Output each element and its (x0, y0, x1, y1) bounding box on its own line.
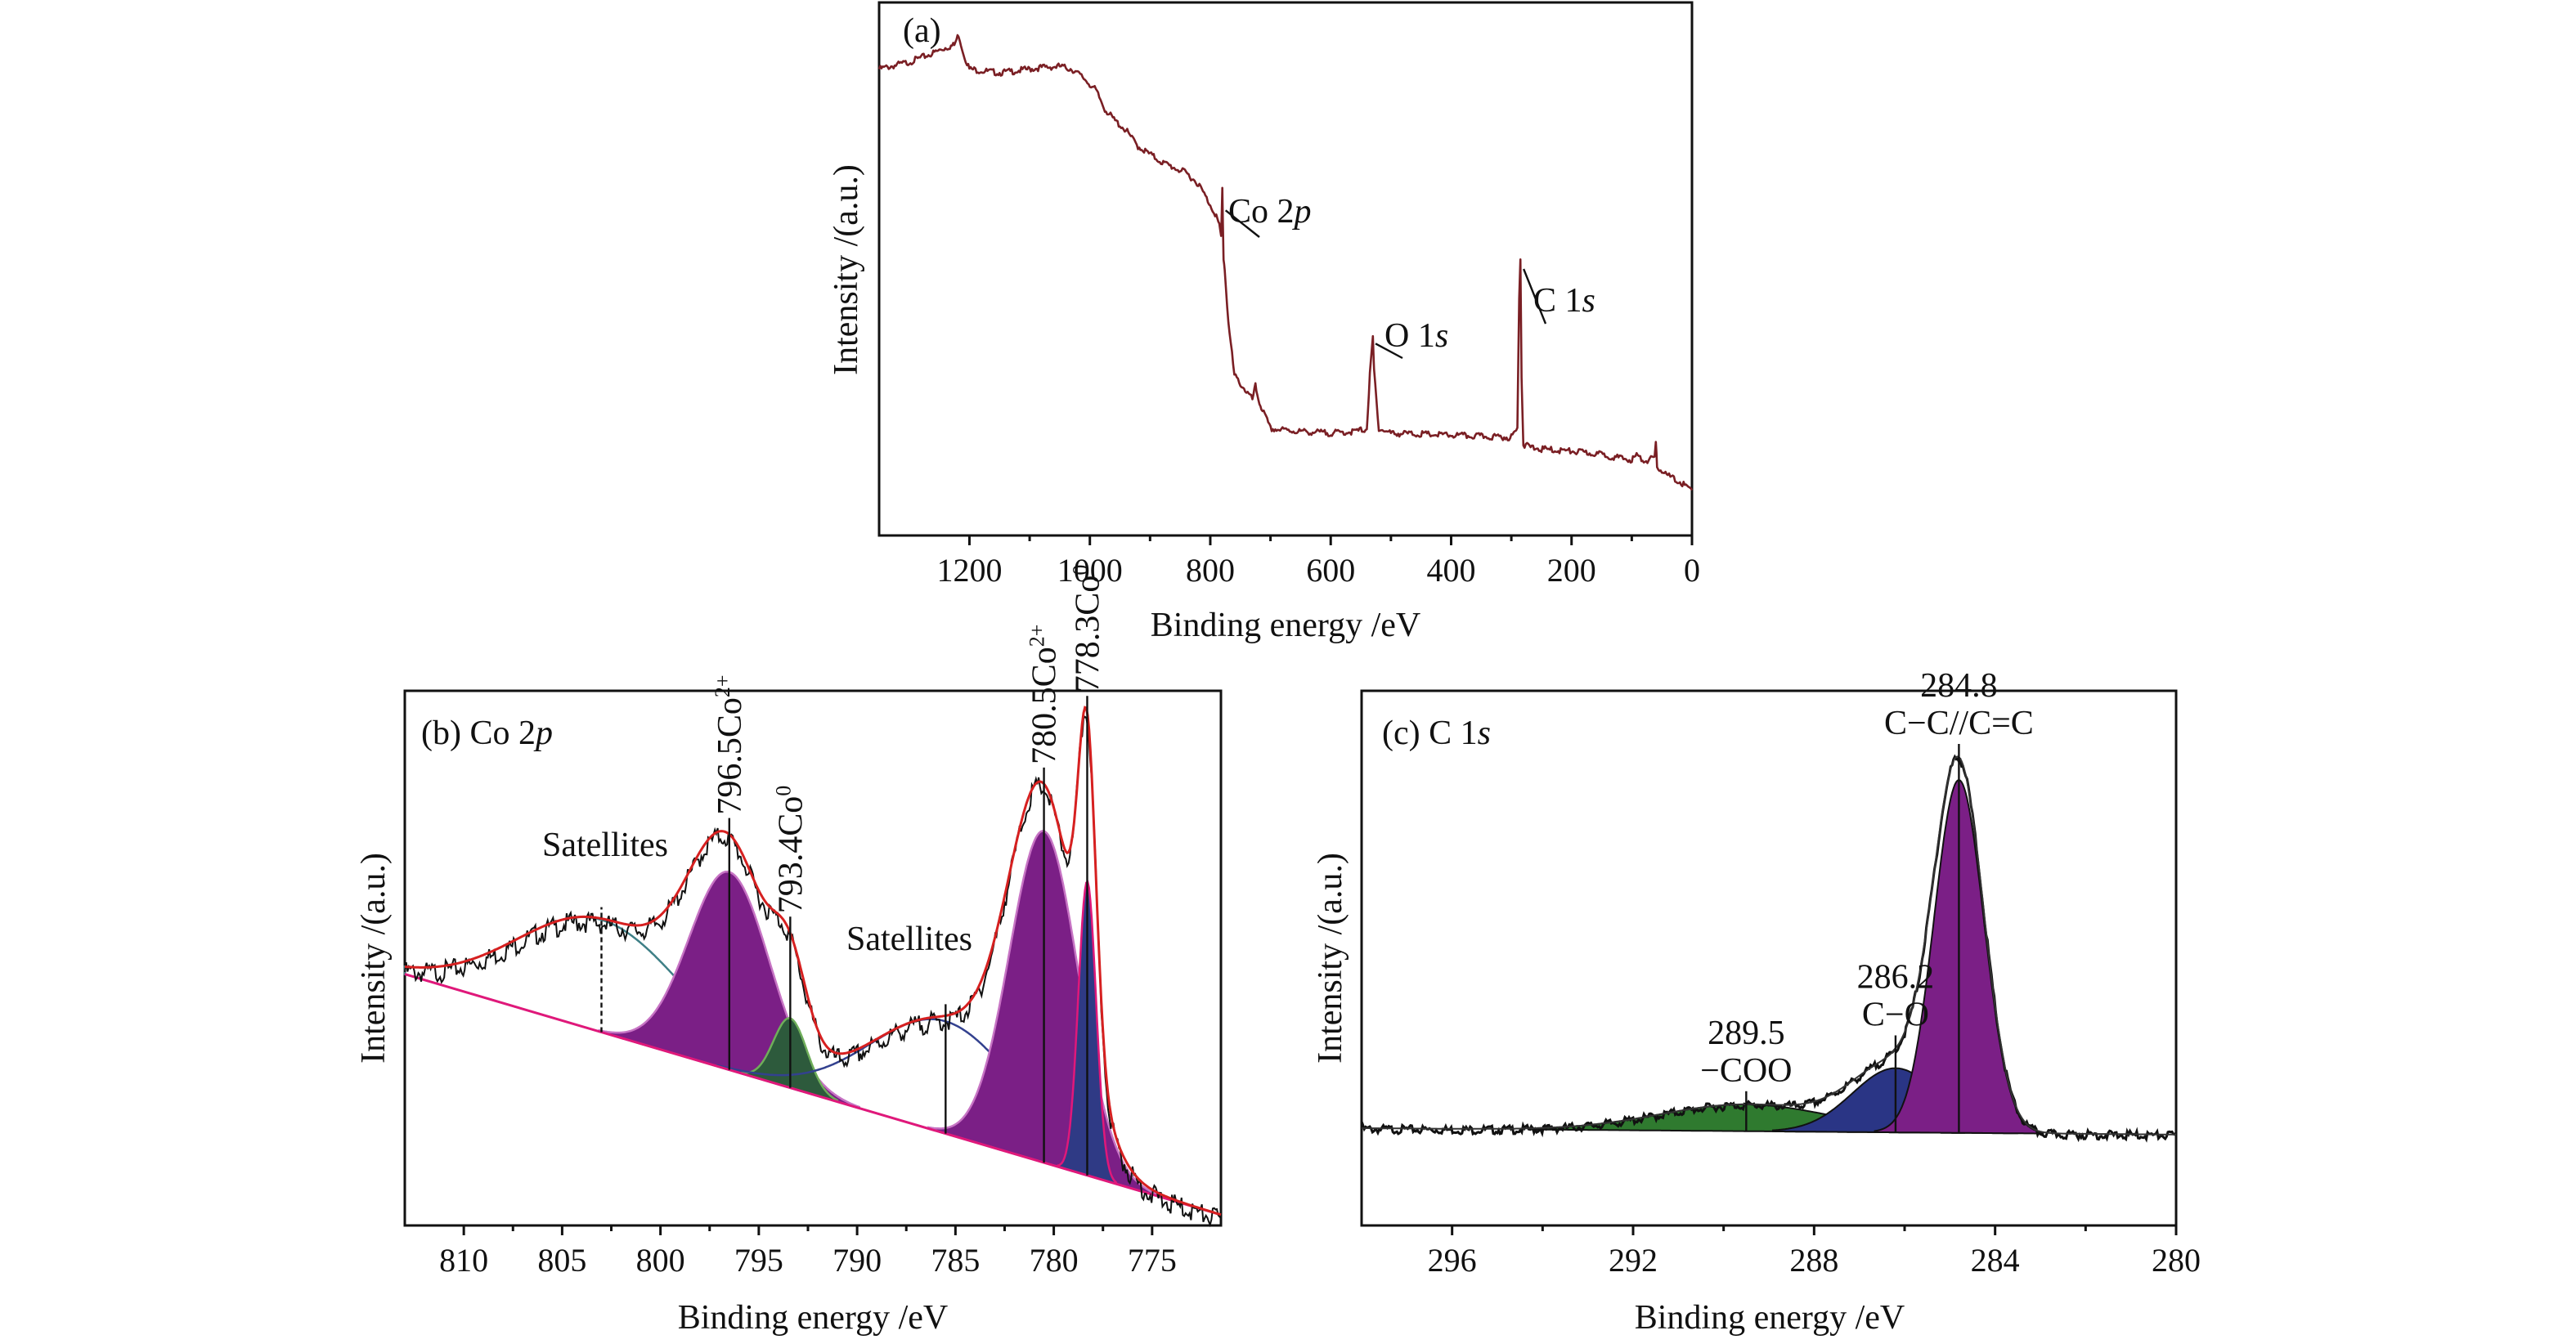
panel-c-x-ticks: 296 292 288 284 280 (1428, 1225, 2201, 1279)
panel-c-c1s-spectrum: (c) C 1s Binding energy /eV Intensity /(… (1312, 667, 2201, 1337)
panel-a-peak-label: O 1s (1384, 317, 1448, 355)
panel-b-tag: (b) Co 2p (421, 715, 553, 752)
panel-c-x-tick-label: 284 (1971, 1242, 2020, 1279)
panel-a-x-tick-label: 1000 (1057, 552, 1123, 589)
panel-b-x-tick-label: 795 (734, 1242, 783, 1279)
panel-c-y-axis-label: Intensity /(a.u.) (1312, 853, 1349, 1064)
panel-c-peak-assignment: −COO (1700, 1052, 1792, 1090)
panel-a-x-tick-label: 200 (1547, 552, 1596, 589)
panel-b-background-line (404, 973, 1222, 1216)
panel-a-frame (877, 1, 1694, 537)
panel-b-x-tick-label: 790 (832, 1242, 882, 1279)
panel-b-x-axis-label: Binding energy /eV (678, 1299, 949, 1337)
panel-c-peak-energy: 284.8 (1920, 667, 1998, 705)
panel-c-peak-assignment: C−C//C=C (1884, 705, 2034, 742)
panel-b-x-ticks: 810 805 800 795 790 785 780 775 (439, 1225, 1177, 1279)
panel-b-peak-label: 796.5Co2+ (710, 674, 749, 814)
panel-b-co2p-spectrum: (b) Co 2p Binding energy /eV Intensity /… (355, 565, 1223, 1337)
panel-b-x-tick-label: 800 (636, 1242, 685, 1279)
panel-c-x-axis-label: Binding energy /eV (1635, 1299, 1905, 1337)
panel-b-peak-label: 793.4Co0 (771, 786, 810, 914)
panel-b-frame (403, 689, 1223, 1227)
panel-a-tag: (a) (903, 12, 941, 50)
panel-b-y-axis-label: Intensity /(a.u.) (355, 853, 393, 1064)
panel-c-tag: (c) C 1s (1382, 715, 1491, 752)
panel-b-x-tick-label: 805 (537, 1242, 586, 1279)
panel-a-x-ticks: 1200 1000 800 600 400 200 0 (936, 535, 1700, 589)
panel-b-x-tick-label: 780 (1030, 1242, 1079, 1279)
panel-a-x-tick-label: 1200 (936, 552, 1002, 589)
panel-b-plot-area (403, 706, 1222, 1228)
panel-c-x-tick-label: 296 (1428, 1242, 1477, 1279)
panel-a-peak-leader (1523, 268, 1547, 325)
panel-c-peak-energy: 286.2 (1857, 958, 1935, 996)
panel-a-x-tick-label: 0 (1684, 552, 1700, 589)
panel-a-x-tick-label: 800 (1186, 552, 1235, 589)
panel-a-x-tick-label: 600 (1306, 552, 1355, 589)
panel-a-peak-leader (1375, 343, 1403, 360)
panel-b-peak-label: Satellites (542, 827, 668, 864)
panel-c-peak-energy: 289.5 (1708, 1015, 1785, 1052)
panel-b-envelope (404, 706, 1222, 1216)
panel-c-x-tick-label: 288 (1789, 1242, 1838, 1279)
panel-a-peak-label: C 1s (1533, 282, 1595, 320)
panel-a-x-tick-label: 400 (1426, 552, 1475, 589)
panel-c-envelope (1362, 755, 2176, 1136)
panel-a-peak-label: Co 2p (1228, 193, 1312, 231)
panel-a-y-axis-label: Intensity /(a.u.) (828, 164, 865, 375)
panel-a-x-axis-label: Binding energy /eV (1151, 607, 1421, 644)
panel-a-peak-leader (1224, 209, 1260, 238)
panel-b-x-tick-label: 785 (931, 1242, 980, 1279)
panel-b-x-tick-label: 775 (1128, 1242, 1177, 1279)
panel-b-peak-label: 778.3Co0 (1068, 565, 1107, 693)
panel-a-peak-labels: Co 2p O 1s C 1s (1224, 193, 1595, 360)
panel-b-peak-markers: Satellites 796.5Co2+ 793.4Co0 Satellites 780… (542, 565, 1106, 1176)
panel-b-peak-label: 780.5Co2+ (1025, 625, 1064, 764)
panel-b-x-tick-label: 810 (439, 1242, 488, 1279)
panel-c-x-tick-label: 292 (1609, 1242, 1658, 1279)
panel-c-x-tick-label: 280 (2152, 1242, 2201, 1279)
panel-b-peak-label: Satellites (846, 921, 972, 958)
panel-a-survey-spectrum: (a) Binding energy /eV Intensity /(a.u.)… (828, 1, 1700, 644)
panel-a-spectrum-line (877, 34, 1694, 491)
panel-c-frame (1360, 689, 2178, 1227)
panel-c-peak-assignment: C−O (1862, 996, 1929, 1033)
